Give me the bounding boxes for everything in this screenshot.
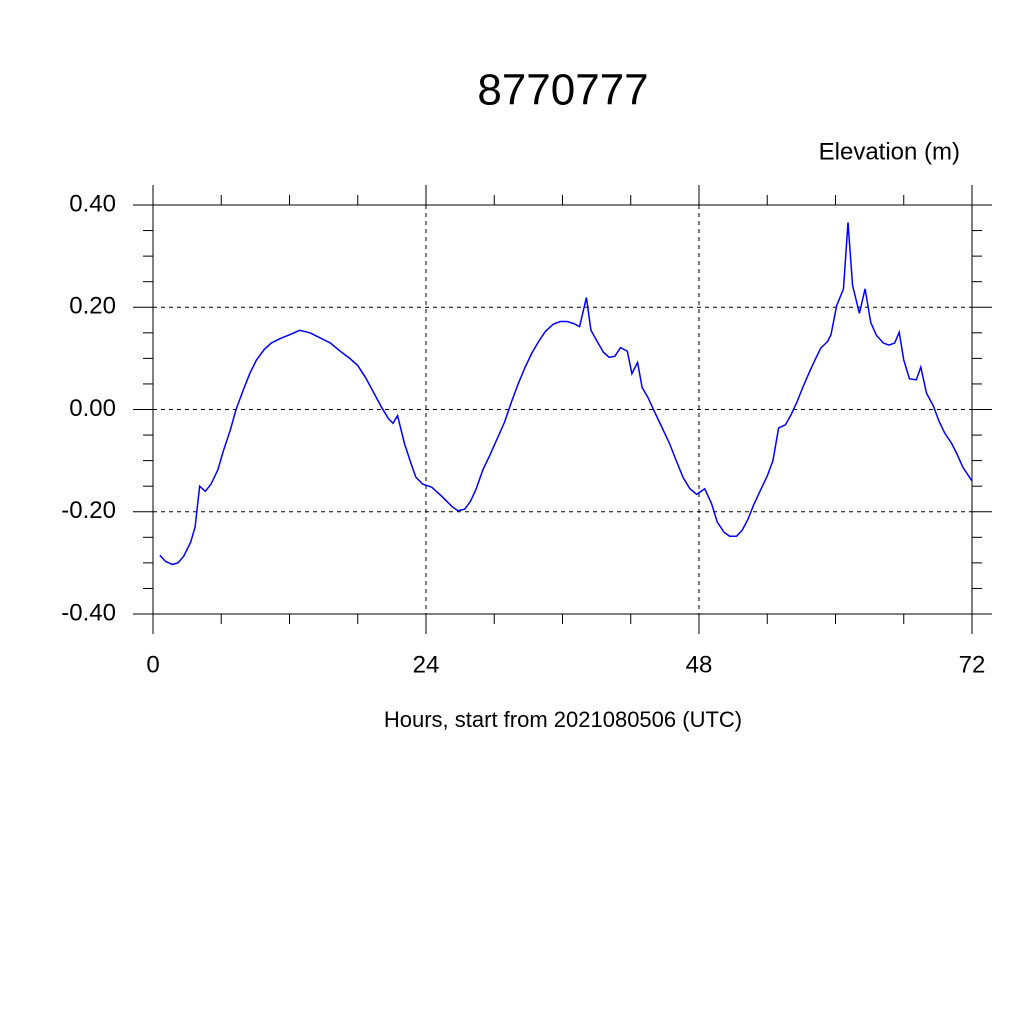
x-tick-label: 48: [686, 651, 713, 678]
x-tick-label: 24: [413, 651, 440, 678]
chart-title: 8770777: [477, 66, 648, 115]
y-tick-label: 0.00: [69, 395, 116, 422]
y-axis-label: Elevation (m): [819, 138, 960, 165]
y-tick-label: -0.20: [61, 497, 116, 524]
plot-frame: [152, 204, 973, 615]
x-axis-label: Hours, start from 2021080506 (UTC): [384, 707, 742, 732]
y-tick-label: 0.40: [69, 190, 116, 217]
x-tick-label: 72: [959, 651, 986, 678]
y-tick-label: 0.20: [69, 293, 116, 320]
data-line: [159, 222, 973, 566]
y-tick-label: -0.40: [61, 599, 116, 626]
x-tick-label: 0: [146, 651, 159, 678]
